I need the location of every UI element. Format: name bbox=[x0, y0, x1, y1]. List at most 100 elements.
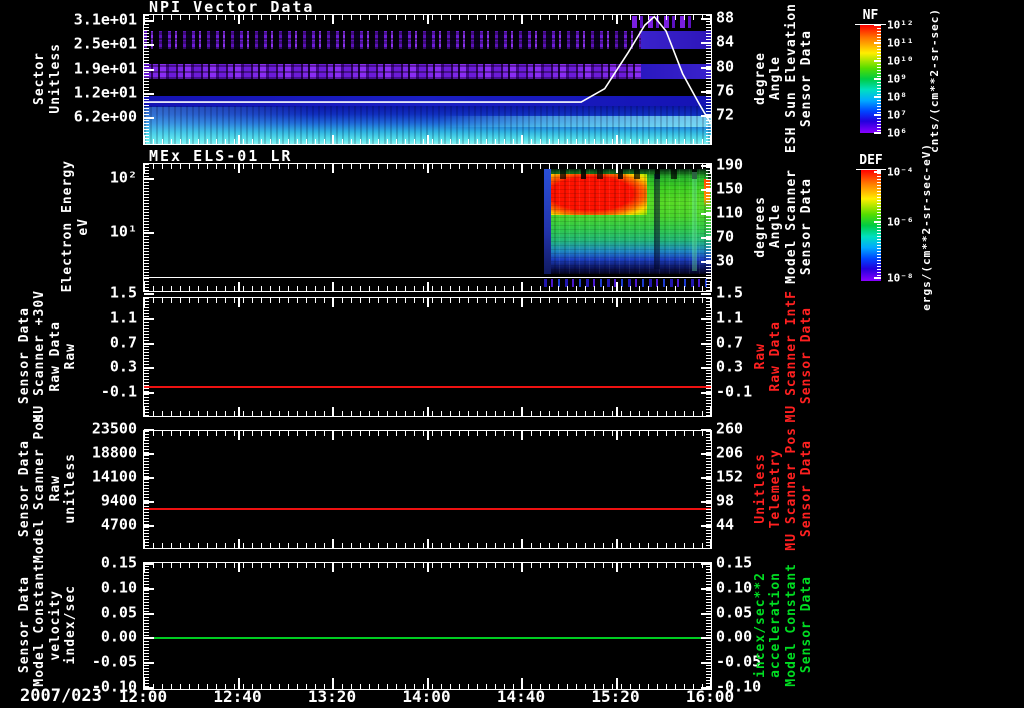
els-bottom-speckles bbox=[543, 278, 711, 288]
x-major-tick bbox=[710, 282, 712, 291]
x-major-tick bbox=[521, 135, 523, 144]
y-major-tick bbox=[144, 231, 154, 234]
y-tick-label-right: 0.10 bbox=[716, 578, 753, 597]
x-major-tick bbox=[521, 298, 523, 307]
x-major-tick bbox=[615, 15, 618, 24]
npi-bottom-right-bright bbox=[438, 115, 711, 128]
colorbar-major-tick bbox=[874, 96, 881, 98]
left-axis-label-scanpos: Sensor Data Model Scanner Pos Raw unitless bbox=[6, 413, 90, 563]
y-major-tick bbox=[701, 367, 711, 370]
y-tick-label-left: 14100 bbox=[91, 467, 137, 486]
y-tick-label-left: 10² bbox=[109, 168, 137, 187]
y-tick-label-right: 190 bbox=[716, 155, 744, 174]
y-major-tick bbox=[144, 391, 154, 394]
x-major-tick bbox=[332, 15, 334, 24]
y-major-tick bbox=[144, 177, 154, 180]
y-major-tick bbox=[701, 17, 711, 20]
x-major-tick bbox=[521, 407, 523, 416]
y-tick-label-right: 110 bbox=[716, 203, 744, 222]
x-tick-label: 14:40 bbox=[496, 687, 546, 706]
npi-top-speckles bbox=[631, 16, 694, 28]
x-major-tick bbox=[426, 678, 429, 689]
y-major-tick bbox=[701, 213, 711, 216]
x-major-tick bbox=[426, 407, 429, 416]
x-major-tick bbox=[143, 678, 145, 689]
y-minor-ticks-left bbox=[144, 563, 149, 689]
colorbar-major-tick bbox=[874, 221, 881, 224]
y-major-tick bbox=[144, 367, 154, 370]
data-line-scanpos bbox=[144, 508, 711, 511]
x-tick-label: 13:20 bbox=[307, 687, 357, 706]
y-tick-label-left: 0.7 bbox=[109, 333, 137, 352]
plot-area-mu30v bbox=[144, 298, 711, 416]
right-axis-label-line: Sensor Data bbox=[798, 576, 814, 674]
y-major-tick bbox=[701, 428, 711, 431]
y-tick-label-left: 1.5 bbox=[109, 283, 137, 302]
x-major-tick bbox=[710, 407, 712, 416]
npi-band-upper bbox=[144, 30, 711, 50]
right-axis-label-line: Sensor Data bbox=[798, 29, 814, 128]
colorbar-tick-label: 10⁸ bbox=[887, 90, 907, 104]
colorbar-major-tick bbox=[874, 113, 881, 116]
right-axis-label-line: Sensor Data bbox=[798, 439, 814, 538]
els-left-blue-strip bbox=[543, 169, 551, 275]
colorbar-tick-label: 10¹⁰ bbox=[887, 54, 914, 68]
els-top-notches bbox=[543, 169, 711, 180]
y-tick-label-right: 152 bbox=[716, 467, 744, 486]
y-tick-label-left: 9400 bbox=[100, 491, 137, 510]
colorbar-tick-label: 10⁻⁸ bbox=[887, 271, 914, 285]
y-tick-label-left: -0.05 bbox=[91, 652, 137, 671]
x-major-tick bbox=[143, 539, 145, 548]
els-white-line bbox=[144, 277, 711, 279]
y-minor-ticks-right bbox=[706, 15, 711, 144]
y-tick-label-left: 23500 bbox=[91, 419, 137, 438]
y-major-tick bbox=[701, 237, 711, 240]
left-axis-label-line: Unitless bbox=[47, 43, 63, 114]
colorbar-DEF bbox=[861, 170, 881, 281]
x-major-tick bbox=[710, 135, 712, 144]
colorbar-tick-label: 10⁶ bbox=[887, 126, 907, 140]
x-major-tick bbox=[426, 282, 429, 291]
right-axis-label-line: Angle bbox=[768, 56, 784, 101]
y-major-tick bbox=[144, 563, 154, 565]
left-axis-label-line: eV bbox=[75, 217, 91, 236]
colorbar-major-tick bbox=[874, 24, 881, 26]
els-cyan-seam bbox=[692, 171, 697, 271]
y-major-tick bbox=[701, 318, 711, 321]
y-tick-label-left: 10¹ bbox=[109, 222, 137, 241]
x-major-tick bbox=[615, 407, 618, 416]
plot-area-scanpos bbox=[144, 431, 711, 548]
x-major-tick bbox=[521, 282, 523, 291]
colorbar-tick-label: 10⁷ bbox=[887, 108, 907, 122]
right-axis-label-line: MU Scanner Pos bbox=[783, 426, 799, 551]
y-tick-label-left: 18800 bbox=[91, 443, 137, 462]
y-major-tick bbox=[144, 612, 154, 615]
y-major-tick bbox=[701, 342, 711, 345]
right-axis-label-line: Telemetry bbox=[768, 448, 784, 529]
left-axis-label-line: Sensor Data bbox=[16, 307, 32, 405]
right-axis-label-line: Raw bbox=[752, 342, 768, 370]
x-major-tick bbox=[710, 539, 712, 548]
y-major-tick bbox=[144, 92, 154, 95]
colorbar-unit-text: cnts/(cm**2-sr-sec) bbox=[927, 7, 941, 153]
y-tick-label-right: 44 bbox=[716, 515, 735, 534]
x-major-tick bbox=[426, 539, 429, 548]
panel-npi bbox=[143, 14, 712, 145]
right-axis-label-line: degree bbox=[752, 52, 768, 105]
data-line-mu30v bbox=[144, 385, 711, 388]
right-axis-label-line: Unitless bbox=[752, 453, 768, 524]
x-tick-label: 12:00 bbox=[118, 687, 168, 706]
x-major-tick bbox=[426, 431, 429, 440]
x-major-tick bbox=[143, 431, 145, 440]
right-axis-label-line: Model Scanner bbox=[783, 169, 799, 284]
y-major-tick bbox=[701, 90, 711, 93]
y-major-tick bbox=[144, 19, 154, 22]
y-major-tick bbox=[701, 587, 711, 590]
x-major-tick bbox=[143, 15, 145, 24]
right-axis-label-mu30v: Sensor Data MU Scanner IntF Raw Data Raw bbox=[744, 290, 824, 422]
y-major-tick bbox=[701, 612, 711, 615]
y-minor-ticks-left bbox=[144, 15, 149, 144]
y-tick-label-right: -0.05 bbox=[716, 652, 762, 671]
y-tick-label-left: 0.05 bbox=[100, 603, 137, 622]
